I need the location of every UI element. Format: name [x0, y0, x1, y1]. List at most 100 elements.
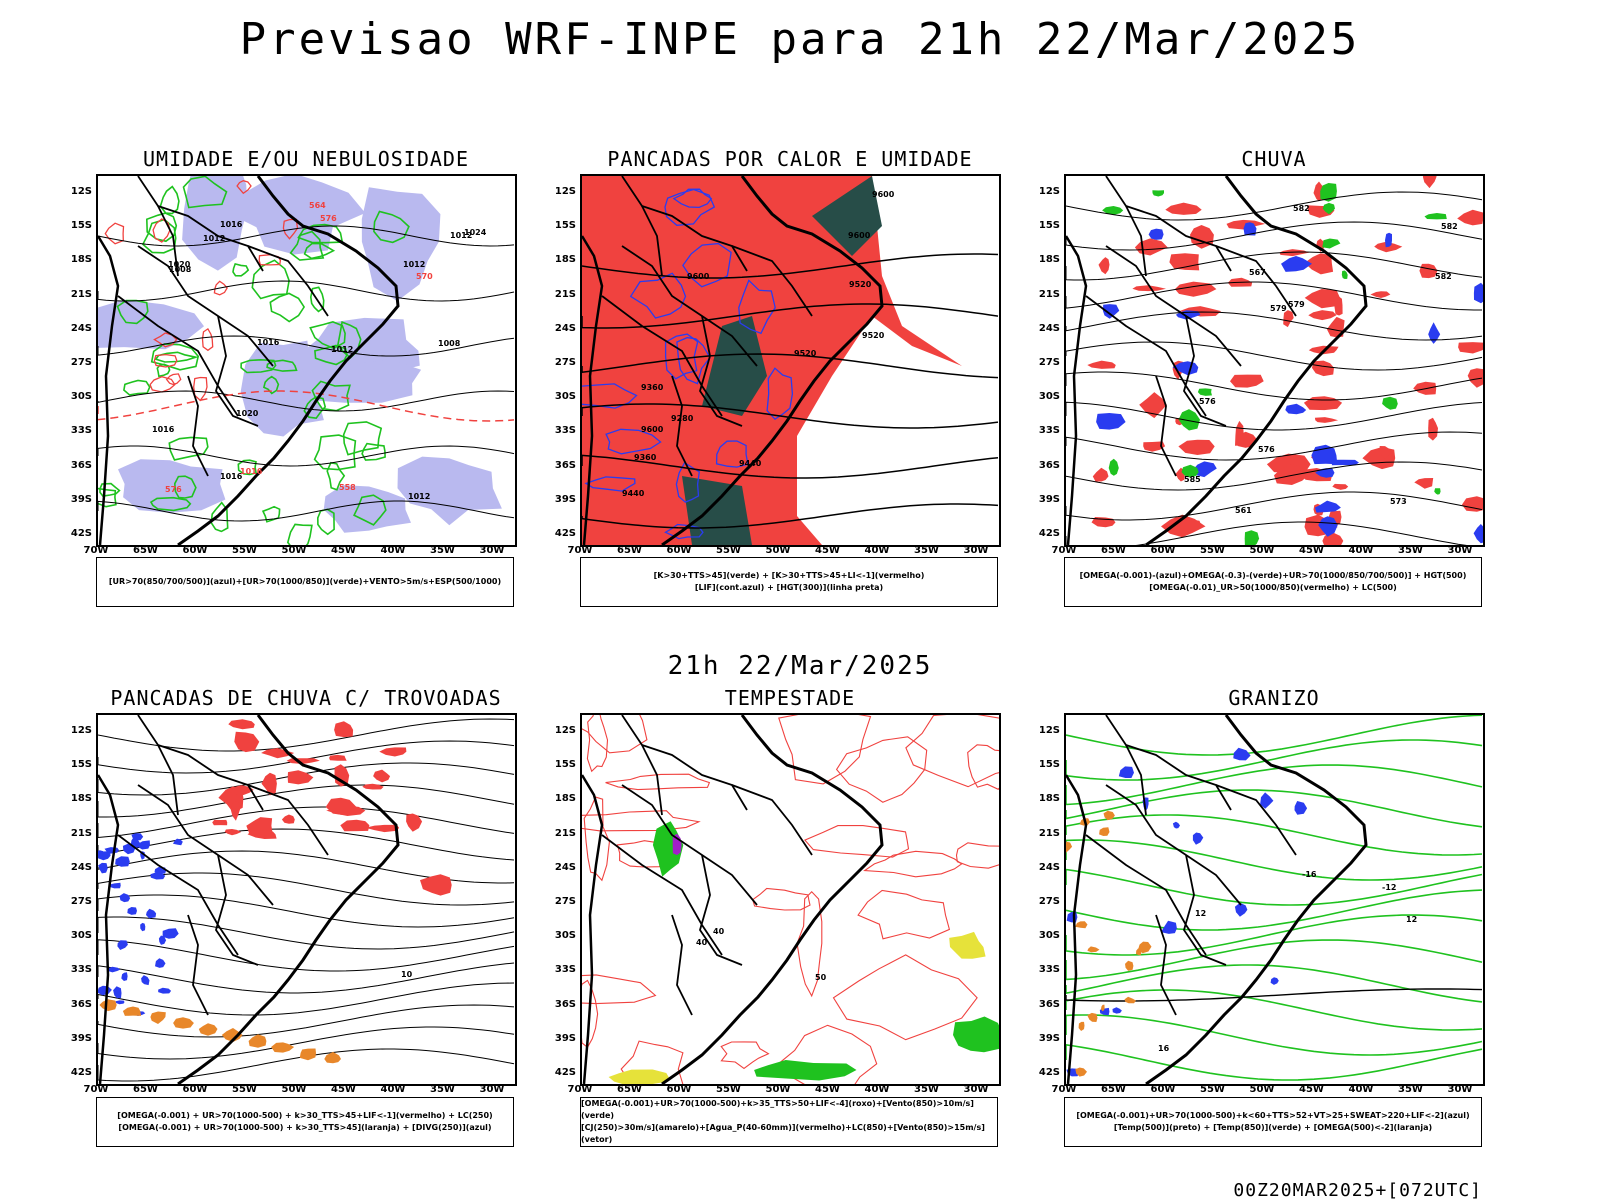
thunderstorm-area	[329, 754, 347, 761]
longitude-label: 45W	[331, 1084, 356, 1095]
omega-area	[1136, 948, 1142, 956]
longitude-label: 30W	[1447, 1084, 1473, 1095]
omega-area	[1281, 256, 1312, 272]
thunderstorm-area	[365, 824, 400, 833]
precipitable-water-contour	[583, 796, 610, 882]
longitude-label: 35W	[914, 545, 939, 556]
rain-area	[1457, 209, 1483, 226]
latitude-label: 15S	[1038, 220, 1060, 232]
omega-area	[1124, 996, 1136, 1004]
strong-omega-area	[1434, 488, 1441, 495]
country-border	[621, 245, 758, 367]
lif-contour	[676, 336, 711, 385]
shower-area	[99, 999, 117, 1012]
thickness-contour	[213, 280, 228, 296]
longitude-label: 35W	[430, 1084, 455, 1095]
latitude-label: 27S	[70, 896, 92, 907]
coastline	[1145, 176, 1368, 545]
latitude-label: 30S	[554, 930, 576, 942]
convective-area	[812, 176, 882, 256]
contour-label: 1016	[152, 425, 175, 434]
shower-area	[122, 1006, 142, 1016]
rain-area	[1169, 253, 1200, 271]
contour-label: 1012	[331, 345, 353, 354]
longitude-label: 40W	[380, 545, 406, 556]
omega-area	[1125, 960, 1134, 971]
precipitable-water-contour	[582, 715, 648, 754]
rain-area	[1161, 514, 1206, 538]
contour-label: 1020	[168, 260, 191, 269]
temperature-850-contour	[1066, 889, 1483, 931]
thunderstorm-area	[334, 764, 350, 787]
omega-area	[1428, 322, 1441, 344]
latitude-label: 12S	[70, 186, 92, 197]
latitude-label: 36S	[70, 998, 92, 1010]
latitude-label: 42S	[1038, 1067, 1060, 1078]
thickness-contour	[149, 376, 176, 393]
map-graphic: 40 40 50	[582, 715, 999, 1084]
latitude-label: 18S	[554, 254, 576, 266]
strong-omega-area	[1424, 213, 1447, 220]
instability-area	[582, 176, 962, 545]
legend-line: [OMEGA(-0.001)+UR>70(1000-500)+k>35_TTS>…	[581, 1099, 974, 1120]
thickness-contour	[236, 180, 252, 195]
legend-line: [OMEGA(-0.01)_UR>50(1000/850)(vermelho) …	[1149, 583, 1397, 592]
map-graphic: 1012 1008 1016 1012 1016 1008 1012 1016 1020 1012…	[98, 176, 515, 545]
country-border	[1105, 784, 1242, 906]
streamline	[98, 939, 515, 972]
precipitable-water-contour	[582, 974, 657, 1005]
contour-label: 1012	[450, 231, 472, 240]
longitude-label: 30W	[479, 545, 505, 556]
latitude-label: 42S	[1038, 528, 1060, 539]
latitude-label: 30S	[1038, 930, 1060, 942]
latitude-label: 15S	[554, 220, 576, 232]
divergence-area	[113, 986, 122, 999]
contour-label: -16	[1302, 870, 1317, 879]
rain-area	[1165, 202, 1202, 215]
latitude-label: 36S	[554, 998, 576, 1010]
contour-label: 1016	[220, 472, 243, 481]
latitude-label: 39S	[1038, 493, 1060, 505]
longitude-label: 40W	[864, 1084, 890, 1095]
latitude-label: 36S	[1038, 998, 1060, 1010]
contour-label: 1016	[220, 220, 243, 229]
thunderstorm-area	[246, 817, 273, 834]
streamline	[98, 894, 515, 928]
omega-area	[1243, 222, 1257, 236]
height-contour	[582, 403, 999, 429]
low-humidity-contour	[309, 286, 325, 313]
country-border	[731, 245, 813, 317]
shower-area	[198, 1023, 218, 1036]
hail-risk-area	[1066, 911, 1078, 923]
hail-risk-area	[1112, 1007, 1122, 1014]
divergence-area	[107, 966, 121, 973]
longitude-label: 60W	[666, 545, 692, 556]
rain-area	[1283, 310, 1294, 328]
longitude-label: 65W	[617, 545, 642, 556]
rain-area	[1237, 431, 1258, 448]
longitude-label: 65W	[617, 1084, 642, 1095]
lif-contour	[715, 440, 749, 468]
latitude-label: 39S	[554, 1032, 576, 1044]
low-humidity-contour	[232, 262, 250, 277]
lif-contour	[664, 523, 704, 540]
thunderstorm-area	[379, 747, 407, 757]
rain-area	[1311, 360, 1334, 377]
divergence-area	[150, 872, 166, 880]
strong-omega-area	[1244, 530, 1260, 545]
contour-label: 561	[1235, 506, 1252, 515]
streamline	[1066, 431, 1483, 461]
rain-area	[1467, 368, 1483, 388]
contour-label: 582	[1441, 222, 1458, 231]
contour-label: 9520	[862, 331, 885, 340]
hail-risk-area	[1234, 902, 1248, 917]
longitude-label: 55W	[232, 545, 257, 556]
divergence-area	[119, 893, 131, 903]
contour-label: 558	[339, 483, 356, 492]
divergence-area	[162, 928, 179, 939]
thunderstorm-area	[228, 719, 255, 730]
country-border	[187, 375, 209, 477]
shower-area	[324, 1051, 341, 1064]
contour-label: 579	[1288, 300, 1305, 309]
thunderstorm-area	[286, 758, 320, 764]
